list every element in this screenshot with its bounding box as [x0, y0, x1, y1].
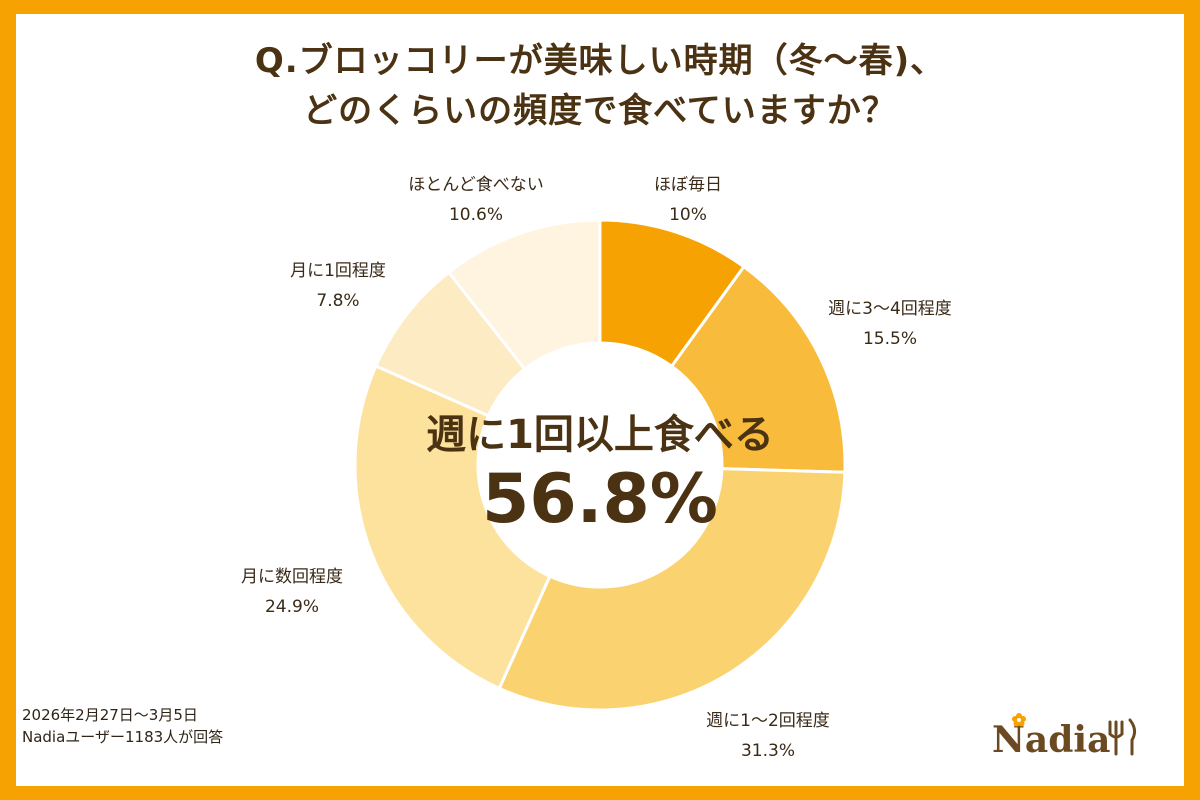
slice-label-value-3: 31.3%	[741, 741, 795, 761]
slice-label-value-1: 10%	[669, 205, 707, 225]
flower-icon	[1012, 713, 1026, 727]
slice-label-value-2: 15.5%	[863, 329, 917, 349]
slice-labels: ほぼ毎日 10% 週に3〜4回程度 15.5% 週に1〜2回程度 31.3% 月に数回程度 2…	[241, 175, 952, 761]
donut-slice-2	[669, 264, 847, 474]
donut-slices	[353, 218, 847, 712]
slice-label-category-2: 週に3〜4回程度	[828, 299, 952, 319]
survey-footer: 2026年2月27日〜3月5日 Nadiaユーザー1183人が回答	[22, 704, 223, 748]
center-value: 56.8%	[482, 460, 718, 539]
slice-label-category-3: 週に1〜2回程度	[706, 711, 830, 731]
nadia-logo-text: Nadia	[992, 719, 1110, 761]
slice-label-value-6: 10.6%	[449, 205, 503, 225]
fork-icon	[1108, 720, 1124, 756]
slice-label-category-5: 月に1回程度	[290, 261, 386, 281]
nadia-logo: Nadia	[992, 713, 1137, 761]
slice-label-category-6: ほとんど食べない	[408, 175, 544, 195]
slice-label-value-5: 7.8%	[316, 291, 359, 311]
slice-label-category-1: ほぼ毎日	[654, 175, 722, 195]
survey-respondents: Nadiaユーザー1183人が回答	[22, 728, 224, 746]
donut-slice-6	[446, 218, 602, 372]
chart-title-line-1: Q.ブロッコリーが美味しい時期（冬〜春)、	[254, 41, 946, 81]
chart-title: Q.ブロッコリーが美味しい時期（冬〜春)、 どのくらいの頻度で食べていますか？	[16, 36, 1184, 136]
donut-slice-3	[497, 467, 847, 712]
center-label: 週に1回以上食べる	[426, 412, 774, 458]
slice-label-value-4: 24.9%	[265, 597, 319, 617]
chart-title-line-2: どのくらいの頻度で食べていますか？	[303, 91, 897, 131]
survey-period: 2026年2月27日〜3月5日	[22, 706, 198, 724]
donut-slice-4	[353, 364, 552, 691]
slice-label-category-4: 月に数回程度	[241, 567, 343, 587]
knife-icon	[1128, 718, 1137, 756]
